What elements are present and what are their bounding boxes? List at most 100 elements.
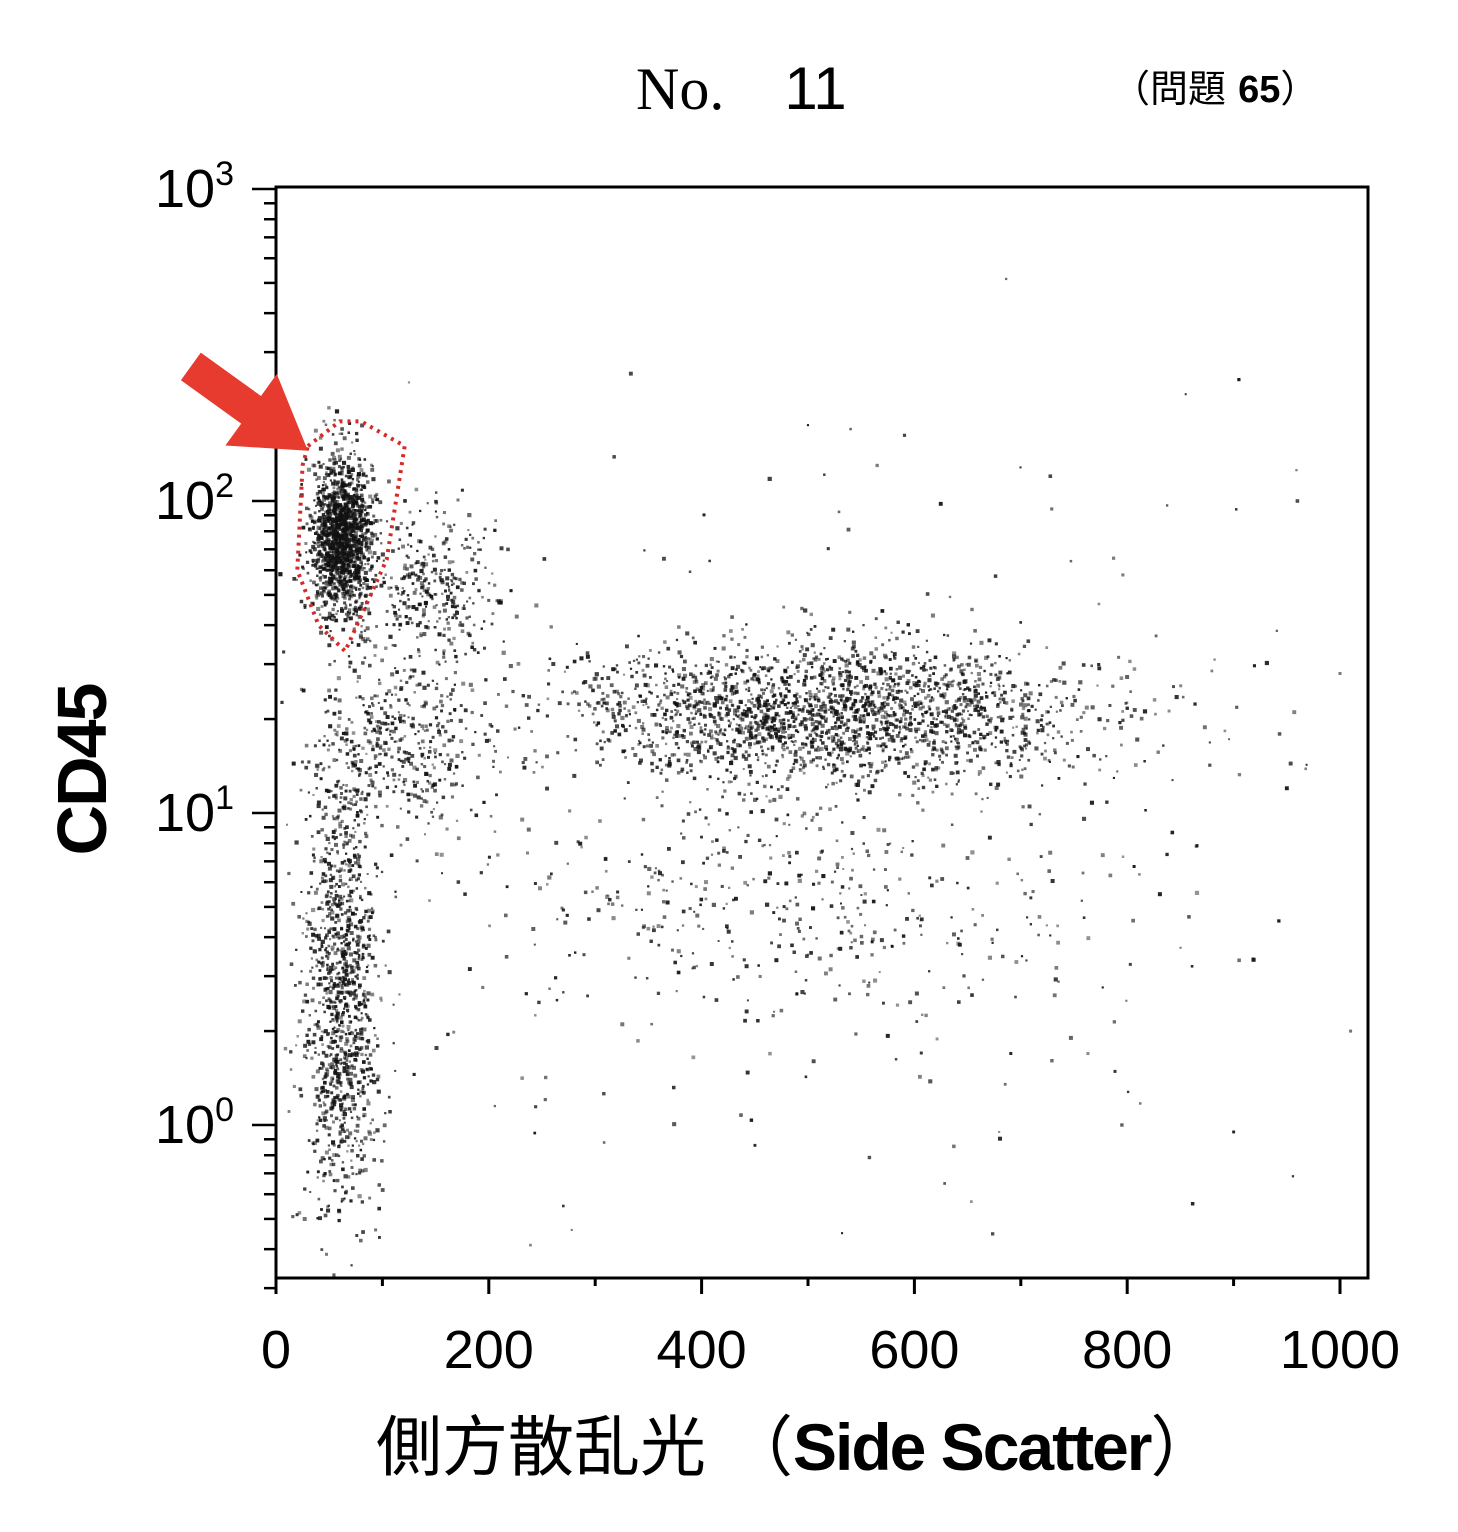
- data-point: [312, 793, 315, 796]
- data-point: [826, 762, 831, 767]
- data-point: [349, 603, 352, 607]
- data-point: [337, 994, 340, 997]
- data-point: [928, 778, 932, 782]
- data-point: [320, 555, 323, 558]
- data-point: [746, 707, 751, 711]
- data-point: [423, 765, 427, 769]
- data-point: [321, 808, 324, 811]
- data-point: [577, 702, 581, 707]
- data-point: [1132, 708, 1137, 712]
- data-point: [846, 687, 850, 692]
- data-point: [484, 738, 489, 743]
- data-point: [775, 698, 778, 702]
- data-point: [712, 715, 716, 719]
- data-point: [527, 694, 531, 699]
- data-point: [407, 543, 410, 546]
- data-point: [323, 603, 327, 607]
- data-point: [832, 747, 836, 751]
- data-point: [713, 703, 718, 708]
- data-point: [993, 694, 997, 697]
- data-point: [933, 666, 937, 670]
- data-point: [960, 672, 964, 675]
- data-point: [324, 562, 328, 566]
- data-point: [940, 677, 944, 681]
- data-point: [814, 725, 819, 729]
- data-point: [790, 740, 793, 743]
- data-point: [704, 728, 707, 731]
- data-point: [892, 684, 896, 688]
- data-point: [858, 753, 863, 758]
- data-point: [642, 745, 646, 749]
- data-point: [370, 696, 374, 701]
- data-point: [665, 695, 670, 700]
- data-point: [369, 893, 373, 896]
- data-point: [689, 731, 693, 736]
- data-point: [817, 745, 820, 748]
- data-point: [757, 708, 760, 711]
- data-point: [323, 495, 328, 499]
- data-point: [350, 544, 353, 547]
- data-point: [326, 504, 330, 508]
- data-point: [888, 687, 891, 691]
- data-point: [424, 558, 427, 561]
- data-point: [319, 982, 323, 987]
- data-point: [743, 635, 747, 639]
- data-point: [942, 692, 947, 697]
- data-point: [372, 580, 376, 584]
- data-point: [1105, 755, 1108, 758]
- data-point: [883, 653, 888, 658]
- data-point: [906, 691, 909, 694]
- data-point: [599, 739, 602, 743]
- data-point: [856, 653, 860, 657]
- data-point: [322, 517, 326, 521]
- data-point: [1119, 725, 1123, 730]
- data-point: [319, 535, 324, 540]
- data-point: [347, 1065, 352, 1070]
- data-point: [419, 509, 422, 513]
- data-point: [329, 468, 334, 473]
- data-point: [463, 604, 466, 607]
- data-point: [429, 740, 433, 744]
- data-point: [357, 542, 361, 546]
- data-point: [328, 990, 333, 995]
- data-point: [376, 725, 380, 729]
- data-point: [793, 715, 798, 720]
- data-point: [802, 771, 806, 775]
- data-point: [459, 704, 463, 707]
- data-point: [851, 729, 856, 734]
- data-point: [339, 520, 342, 523]
- data-point: [319, 762, 323, 766]
- data-point: [365, 587, 369, 591]
- data-point: [655, 683, 658, 687]
- data-point: [351, 1144, 354, 1147]
- data-point: [327, 611, 332, 616]
- data-point: [1129, 690, 1132, 693]
- data-point: [853, 691, 857, 695]
- data-point: [365, 535, 368, 538]
- data-point: [849, 690, 853, 694]
- data-point: [341, 591, 344, 595]
- data-point: [315, 492, 320, 496]
- data-point: [442, 743, 447, 748]
- data-point: [983, 748, 987, 752]
- data-point: [709, 663, 712, 666]
- data-point: [363, 726, 367, 730]
- data-point: [402, 601, 407, 606]
- data-point: [699, 672, 703, 676]
- data-point: [362, 517, 366, 521]
- data-point: [328, 577, 332, 580]
- data-point: [347, 494, 350, 498]
- data-point: [329, 985, 332, 988]
- data-point: [338, 1119, 341, 1122]
- data-point: [741, 730, 745, 735]
- data-point: [463, 547, 466, 550]
- data-point: [403, 714, 406, 717]
- data-point: [1024, 743, 1028, 747]
- data-point: [845, 674, 850, 679]
- data-point: [822, 704, 827, 709]
- data-point: [1037, 699, 1040, 702]
- data-point: [316, 496, 320, 500]
- data-point: [658, 758, 662, 762]
- data-point: [652, 713, 657, 717]
- data-point: [334, 570, 339, 574]
